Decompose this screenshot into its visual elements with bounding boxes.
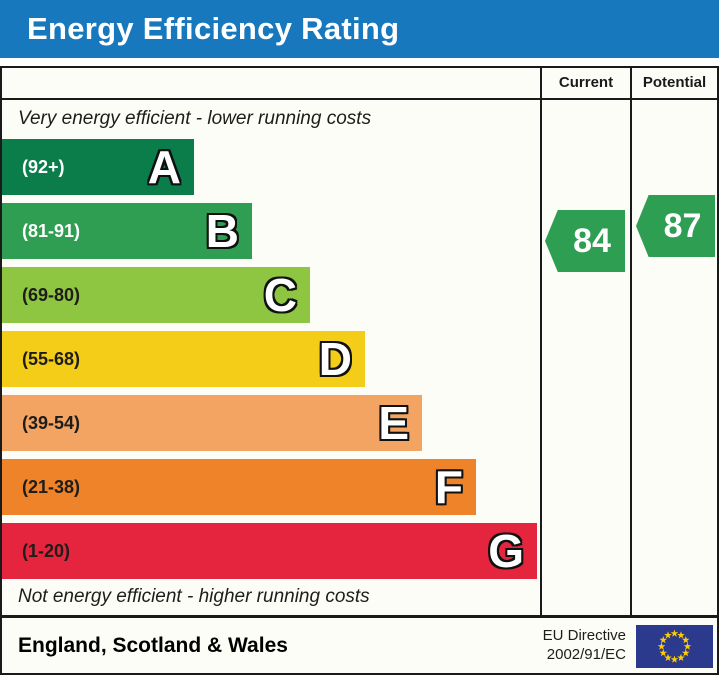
band-e-letter: E	[378, 397, 409, 449]
band-b: (81-91) B	[2, 203, 252, 259]
potential-column-divider	[630, 68, 632, 615]
eu-flag-icon	[636, 625, 713, 668]
current-column-header: Current	[558, 74, 614, 91]
page-title: Energy Efficiency Rating	[27, 11, 400, 46]
band-g-range: (1-20)	[22, 540, 71, 561]
title-bar: Energy Efficiency Rating	[0, 0, 719, 58]
bottom-note: Not energy efficient - higher running co…	[18, 586, 370, 607]
band-d: (55-68) D	[2, 331, 365, 387]
footer-divider	[2, 615, 717, 618]
rating-chart: Current Potential Very energy efficient …	[0, 66, 719, 675]
footer-row: England, Scotland & Wales EU Directive 2…	[2, 618, 717, 673]
eu-directive-line1: EU Directive	[542, 627, 626, 644]
top-note: Very energy efficient - lower running co…	[18, 108, 372, 129]
band-f-range: (21-38)	[22, 476, 81, 497]
band-c-range: (69-80)	[22, 284, 81, 305]
eu-directive-line2: 2002/91/EC	[546, 646, 626, 663]
region-label: England, Scotland & Wales	[18, 634, 288, 657]
band-a: (92+) A	[2, 139, 194, 195]
current-rating-arrow: 84	[545, 210, 625, 272]
band-b-range: (81-91)	[22, 220, 81, 241]
band-a-range: (92+)	[22, 156, 65, 177]
potential-rating-arrow: 87	[636, 195, 715, 257]
eu-directive-label: EU Directive 2002/91/EC	[543, 626, 626, 664]
current-column-divider	[540, 68, 542, 615]
potential-column-header: Potential	[642, 74, 707, 91]
column-header-row: Current Potential	[2, 68, 717, 100]
band-c-letter: C	[263, 269, 297, 321]
band-e: (39-54) E	[2, 395, 422, 451]
band-e-range: (39-54)	[22, 412, 81, 433]
current-rating-value: 84	[573, 221, 611, 260]
band-g-letter: G	[488, 525, 524, 577]
band-f-letter: F	[434, 461, 463, 513]
band-g: (1-20) G	[2, 523, 537, 579]
band-d-range: (55-68)	[22, 348, 81, 369]
potential-rating-value: 87	[663, 206, 702, 245]
band-d-letter: D	[318, 333, 352, 385]
band-b-letter: B	[205, 205, 239, 257]
band-a-letter: A	[147, 141, 181, 193]
band-c: (69-80) C	[2, 267, 310, 323]
band-f: (21-38) F	[2, 459, 476, 515]
